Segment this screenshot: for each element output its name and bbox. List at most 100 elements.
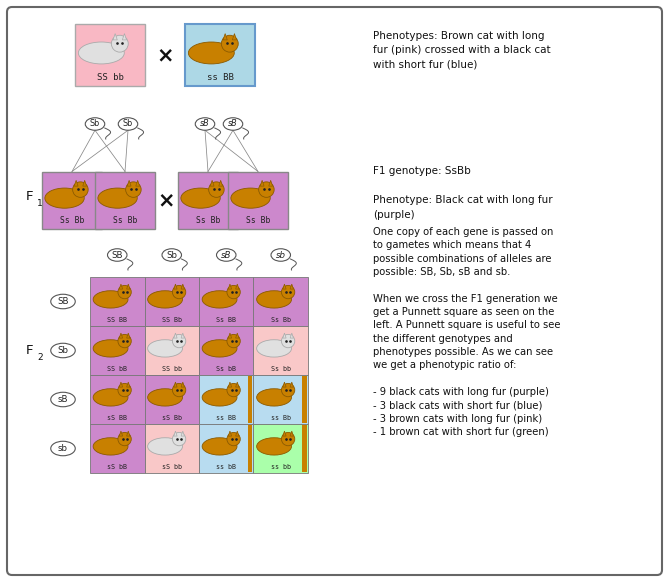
Ellipse shape [217,249,236,261]
Circle shape [282,384,295,397]
Circle shape [173,285,186,299]
Circle shape [259,182,274,197]
Polygon shape [126,333,130,338]
Circle shape [282,285,295,299]
Polygon shape [283,431,286,436]
FancyBboxPatch shape [145,375,199,424]
Polygon shape [228,333,231,338]
Circle shape [173,384,186,397]
Ellipse shape [271,249,290,261]
Polygon shape [174,431,177,436]
Polygon shape [232,34,237,40]
Polygon shape [174,333,177,338]
Polygon shape [119,431,122,436]
Text: ss bb: ss bb [271,464,291,470]
Ellipse shape [78,42,124,64]
FancyBboxPatch shape [199,424,254,473]
Polygon shape [235,382,239,387]
Polygon shape [126,284,130,289]
Text: SS bB: SS bB [107,366,127,372]
Text: Ss Bb: Ss Bb [271,317,291,323]
Ellipse shape [202,438,237,455]
Text: ss BB: ss BB [207,73,233,83]
Polygon shape [74,180,78,186]
Circle shape [282,432,295,446]
Circle shape [118,335,131,347]
Polygon shape [290,333,294,338]
FancyBboxPatch shape [248,425,252,472]
Text: sB: sB [221,250,231,260]
FancyBboxPatch shape [145,424,199,473]
Polygon shape [174,284,177,289]
Circle shape [118,432,131,446]
Circle shape [173,335,186,347]
Text: sB: sB [58,395,68,404]
Polygon shape [223,34,227,40]
Polygon shape [210,180,214,186]
Polygon shape [181,431,185,436]
Text: sS Bb: sS Bb [162,415,182,421]
Text: Ss Bb: Ss Bb [60,216,84,225]
Circle shape [282,335,295,347]
Polygon shape [126,382,130,387]
Text: sS bb: sS bb [162,464,182,470]
Circle shape [221,36,238,52]
FancyBboxPatch shape [145,326,199,375]
Ellipse shape [93,389,128,406]
Text: Sb: Sb [167,250,177,260]
Polygon shape [119,333,122,338]
Polygon shape [119,382,122,387]
Polygon shape [290,431,294,436]
FancyBboxPatch shape [185,24,255,86]
FancyBboxPatch shape [90,277,145,326]
Ellipse shape [257,389,292,406]
Ellipse shape [257,438,292,455]
Ellipse shape [51,392,75,407]
Text: Sb: Sb [90,119,100,129]
Polygon shape [290,382,294,387]
Ellipse shape [93,291,128,308]
Ellipse shape [45,188,84,208]
Text: sB: sB [228,119,237,129]
Text: Ss Bb: Ss Bb [196,216,220,225]
Polygon shape [235,284,239,289]
Circle shape [126,182,141,197]
FancyBboxPatch shape [302,376,307,423]
Text: sB: sB [200,119,210,129]
Text: F1 genotype: SsBb

Phenotype: Black cat with long fur
(purple): F1 genotype: SsBb Phenotype: Black cat w… [373,166,553,220]
Text: SB: SB [58,297,69,306]
Ellipse shape [98,188,137,208]
Ellipse shape [162,249,181,261]
Circle shape [209,182,224,197]
Circle shape [118,384,131,397]
Ellipse shape [202,291,237,308]
Text: Ss Bb: Ss Bb [113,216,137,225]
Ellipse shape [148,438,183,455]
Circle shape [173,432,186,446]
Ellipse shape [108,249,127,261]
Polygon shape [260,180,264,186]
Text: SS bb: SS bb [162,366,182,372]
Text: SS BB: SS BB [107,317,127,323]
Polygon shape [181,382,185,387]
Polygon shape [113,34,117,40]
Text: Sb: Sb [58,346,68,355]
Circle shape [227,335,240,347]
FancyBboxPatch shape [199,277,254,326]
Circle shape [227,432,240,446]
Polygon shape [283,382,286,387]
Polygon shape [126,431,130,436]
Circle shape [111,36,128,52]
Ellipse shape [51,441,75,456]
Text: sS bB: sS bB [107,464,127,470]
FancyBboxPatch shape [302,425,307,472]
Polygon shape [228,431,231,436]
FancyBboxPatch shape [95,172,155,229]
Text: ss bB: ss bB [216,464,236,470]
Text: F: F [26,190,33,203]
Polygon shape [269,180,272,186]
FancyBboxPatch shape [248,376,252,423]
FancyBboxPatch shape [75,24,145,86]
Ellipse shape [148,340,183,357]
Ellipse shape [257,340,292,357]
